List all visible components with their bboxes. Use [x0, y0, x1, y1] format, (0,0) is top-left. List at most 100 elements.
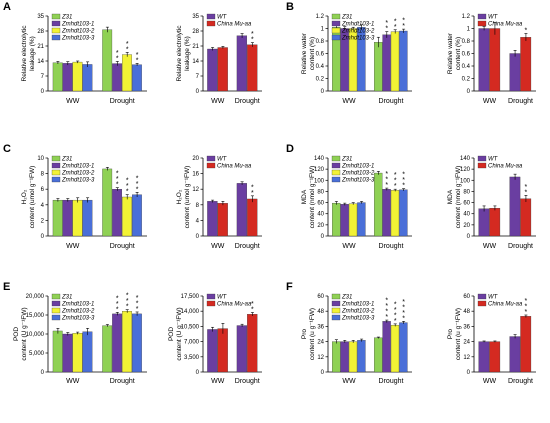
bar	[82, 199, 93, 237]
panel-letter: D	[286, 143, 294, 155]
panel-letter: A	[3, 1, 11, 13]
legend-swatch	[51, 307, 61, 314]
y-tick-label: 100	[460, 178, 471, 184]
legend-swatch	[206, 155, 216, 162]
y-tick-label: 140	[314, 156, 325, 162]
bar	[62, 333, 73, 373]
y-tick-label: 20	[317, 223, 324, 229]
bar	[509, 53, 521, 92]
significance-star: *	[251, 190, 254, 197]
significance-star: *	[385, 182, 388, 189]
category-label: Drought	[235, 98, 260, 105]
bar	[374, 337, 383, 373]
bar	[478, 208, 490, 237]
y-tick-label: 0	[41, 234, 45, 240]
bar	[382, 321, 391, 373]
significance-star: *	[385, 171, 388, 178]
y-tick-label: 0	[321, 234, 325, 240]
legend-swatch	[331, 34, 341, 41]
y-tick-label: 0.8	[316, 39, 325, 45]
y-tick-label: 60	[317, 201, 324, 207]
significance-star: *	[385, 309, 388, 316]
bar	[217, 328, 228, 373]
panel-letter: F	[286, 281, 293, 293]
y-tick-label: 0	[467, 234, 471, 240]
y-axis-label: Pro	[447, 329, 454, 340]
y-tick-label: 80	[463, 189, 470, 195]
legend-label: Zmhdt103-1	[61, 164, 94, 170]
bar	[489, 28, 501, 92]
legend-swatch	[51, 314, 61, 321]
legend-swatch	[51, 13, 61, 20]
y-tick-label: 140	[460, 156, 471, 162]
legend-swatch	[206, 300, 216, 307]
y-tick-label: 0	[321, 370, 325, 376]
y-tick-label: 28	[192, 29, 199, 35]
significance-star: *	[136, 306, 139, 313]
significance-star: *	[116, 50, 119, 57]
legend-swatch	[51, 169, 61, 176]
legend-swatch	[477, 162, 487, 169]
bar-chart: 0 7 14 21 28 35 Relative electrolytic leakage (…	[21, 13, 147, 105]
significance-star: *	[126, 183, 129, 190]
category-label: Drought	[508, 378, 533, 385]
category-label: WW	[211, 98, 225, 105]
y-axis-label: H₂O₂	[21, 189, 28, 204]
y-tick-label: 40	[463, 212, 470, 218]
legend-label: Zmhdt103-3	[61, 178, 95, 184]
legend-swatch	[206, 13, 216, 20]
bar	[489, 207, 501, 237]
y-tick-label: 10,500	[181, 324, 200, 330]
bar	[374, 42, 383, 92]
legend-swatch	[331, 27, 341, 34]
legend-label: Zmhdt103-1	[341, 164, 374, 170]
significance-star: *	[402, 304, 405, 311]
y-tick-label: 0	[467, 370, 471, 376]
y-axis-label: MDA	[301, 189, 308, 204]
y-tick-label: 16	[192, 172, 199, 178]
bar	[82, 331, 93, 373]
y-tick-label: 7	[196, 74, 200, 80]
y-tick-label: 40	[317, 212, 324, 218]
y-tick-label: 120	[314, 167, 325, 173]
category-label: WW	[211, 378, 225, 385]
legend-label: WT	[217, 295, 228, 301]
y-tick-label: 1	[467, 27, 471, 33]
category-label: Drought	[110, 243, 135, 250]
legend-label: China Mu-aa	[488, 22, 523, 28]
category-label: Drought	[379, 98, 404, 105]
significance-star: *	[525, 184, 528, 191]
y-tick-label: 4	[41, 203, 45, 209]
category-label: Drought	[379, 378, 404, 385]
bar	[399, 30, 408, 92]
y-tick-label: 2	[41, 218, 45, 224]
significance-star: *	[136, 181, 139, 188]
y-tick-label: 100	[314, 178, 325, 184]
y-tick-label: 36	[317, 324, 324, 330]
legend-swatch	[477, 155, 487, 162]
bar	[348, 203, 358, 237]
category-label: Drought	[110, 98, 135, 105]
legend-swatch	[51, 20, 61, 27]
y-tick-label: 0	[196, 89, 200, 95]
legend-label: China Mu-aa	[488, 164, 523, 170]
bar	[102, 29, 113, 92]
significance-star: *	[402, 18, 405, 25]
legend-label: WT	[488, 15, 499, 21]
y-tick-label: 35	[37, 14, 44, 20]
legend-label: Zmhdt103-3	[61, 36, 95, 42]
bar	[131, 194, 142, 237]
bar	[390, 324, 400, 373]
y-axis-label: Relative electrolytic	[21, 25, 28, 82]
bar	[489, 341, 501, 373]
y-tick-label: 0	[321, 89, 325, 95]
significance-star: *	[394, 172, 397, 179]
legend-swatch	[331, 169, 341, 176]
significance-star: *	[136, 57, 139, 64]
legend-swatch	[477, 293, 487, 300]
legend-swatch	[331, 307, 341, 314]
significance-star: *	[385, 303, 388, 310]
